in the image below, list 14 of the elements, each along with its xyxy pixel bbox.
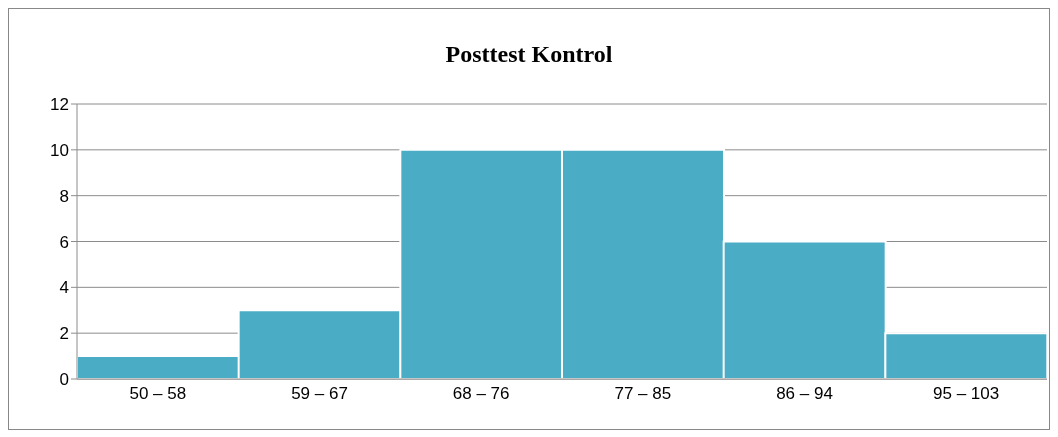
x-tick-label: 86 – 94 xyxy=(776,384,833,404)
y-tick-label: 6 xyxy=(59,232,69,252)
x-tick-label: 95 – 103 xyxy=(933,384,1000,404)
y-tick-label: 4 xyxy=(59,278,69,298)
y-tick-label: 10 xyxy=(50,140,69,160)
x-tick-label: 59 – 67 xyxy=(291,384,348,404)
x-tick-label: 77 – 85 xyxy=(614,384,672,404)
y-tick-label: 0 xyxy=(59,370,69,390)
x-tick-label: 68 – 76 xyxy=(452,384,510,404)
x-tick-label: 50 – 58 xyxy=(129,384,187,404)
y-tick-label: 8 xyxy=(59,186,69,206)
y-tick-label: 2 xyxy=(59,324,69,344)
chart-title: Posttest Kontrol xyxy=(444,41,614,68)
y-tick-label: 12 xyxy=(50,95,69,115)
